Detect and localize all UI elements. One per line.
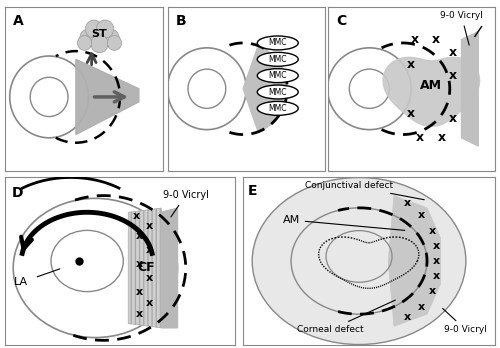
Text: E: E	[248, 184, 257, 198]
Text: MMC: MMC	[268, 87, 287, 96]
Text: AM: AM	[282, 215, 405, 230]
Ellipse shape	[258, 85, 298, 99]
Text: x: x	[133, 212, 140, 221]
Text: Conjunctival defect: Conjunctival defect	[306, 181, 424, 200]
Text: x: x	[146, 298, 153, 308]
Text: A: A	[13, 14, 24, 27]
Text: x: x	[136, 287, 143, 296]
Text: x: x	[410, 33, 418, 46]
Text: x: x	[136, 309, 143, 319]
Circle shape	[96, 20, 114, 38]
Text: D: D	[12, 186, 24, 200]
Polygon shape	[388, 196, 440, 326]
Ellipse shape	[258, 36, 298, 50]
Text: 9-0 Vicryl: 9-0 Vicryl	[442, 308, 488, 334]
Text: x: x	[430, 286, 436, 296]
Circle shape	[102, 29, 119, 47]
Polygon shape	[161, 208, 178, 328]
Text: x: x	[418, 302, 425, 311]
Text: MMC: MMC	[268, 55, 287, 64]
Text: LA: LA	[14, 277, 28, 287]
Text: Corneal defect: Corneal defect	[296, 300, 396, 334]
Text: x: x	[433, 256, 440, 266]
Circle shape	[86, 20, 102, 38]
Polygon shape	[462, 31, 478, 146]
Text: x: x	[407, 107, 416, 120]
Ellipse shape	[258, 101, 298, 115]
Text: x: x	[418, 211, 425, 220]
Text: B: B	[176, 14, 186, 27]
Circle shape	[78, 35, 92, 50]
Polygon shape	[76, 59, 139, 135]
Text: ST: ST	[92, 29, 108, 39]
Text: CF: CF	[138, 261, 155, 275]
Text: x: x	[449, 46, 457, 59]
Text: x: x	[407, 58, 416, 71]
Text: x: x	[432, 33, 440, 46]
Text: x: x	[404, 312, 411, 322]
Text: x: x	[449, 112, 457, 125]
Circle shape	[80, 29, 97, 47]
Text: AM: AM	[420, 79, 442, 92]
Text: x: x	[416, 131, 424, 144]
Wedge shape	[243, 46, 287, 132]
Text: x: x	[404, 198, 411, 208]
Text: x: x	[146, 221, 153, 231]
Circle shape	[91, 35, 108, 53]
Text: x: x	[146, 245, 153, 255]
Ellipse shape	[258, 52, 298, 66]
Text: x: x	[136, 231, 143, 241]
Text: MMC: MMC	[268, 38, 287, 47]
Text: x: x	[433, 241, 440, 251]
Text: x: x	[433, 271, 440, 281]
Polygon shape	[383, 57, 480, 126]
Circle shape	[108, 35, 122, 50]
Text: C: C	[336, 14, 346, 27]
Text: x: x	[136, 259, 143, 269]
Text: x: x	[438, 131, 446, 144]
Text: 9-0 Vicryl: 9-0 Vicryl	[440, 11, 483, 45]
Polygon shape	[128, 208, 170, 328]
Circle shape	[88, 23, 110, 46]
Ellipse shape	[258, 69, 298, 82]
Text: x: x	[430, 226, 436, 236]
Circle shape	[252, 177, 466, 345]
Text: x: x	[146, 273, 153, 283]
Text: x: x	[449, 69, 457, 82]
Text: MMC: MMC	[268, 71, 287, 80]
Text: 9-0 Vicryl: 9-0 Vicryl	[163, 190, 208, 217]
Text: MMC: MMC	[268, 104, 287, 113]
